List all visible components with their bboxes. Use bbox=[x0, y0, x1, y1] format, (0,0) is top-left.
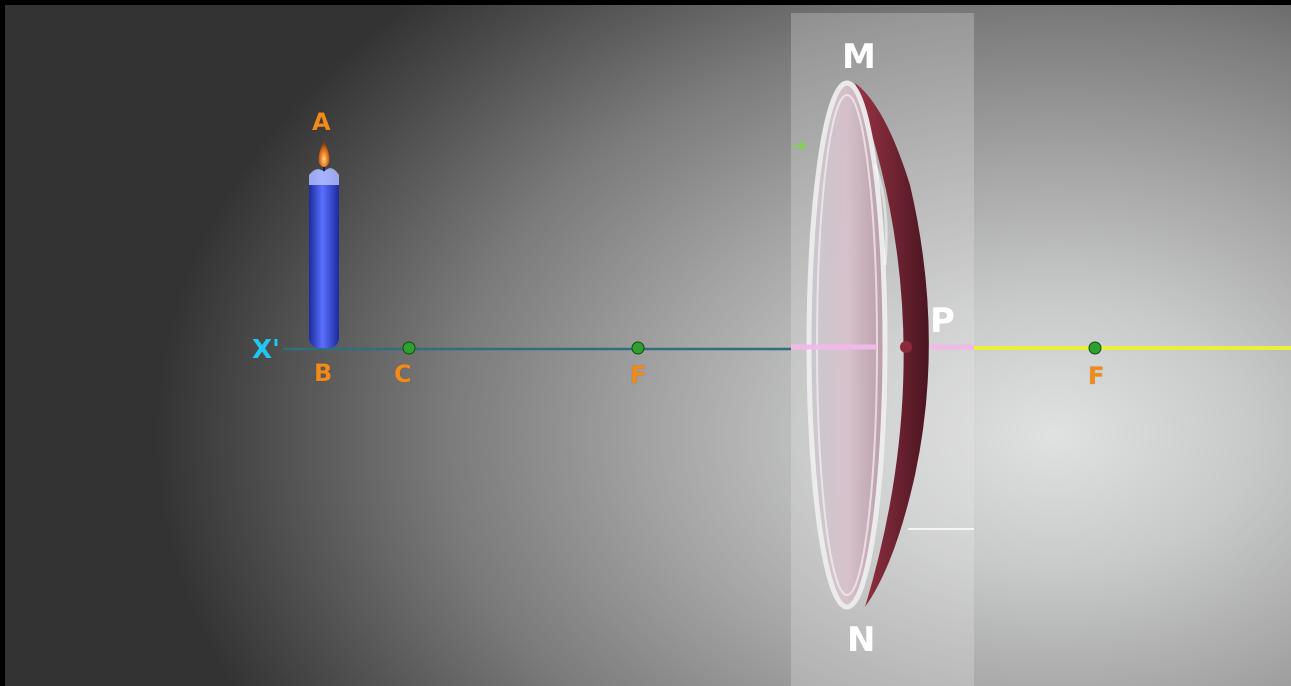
point-C bbox=[402, 341, 416, 355]
label-P: P bbox=[930, 301, 955, 341]
point-F-left bbox=[631, 341, 645, 355]
pole-point bbox=[900, 341, 912, 353]
optics-diagram: A B C F F X' M N P bbox=[5, 5, 1291, 686]
arrow-icon bbox=[793, 141, 807, 151]
label-X-prime: X' bbox=[252, 335, 281, 365]
label-B: B bbox=[314, 359, 333, 387]
label-F-left: F bbox=[630, 361, 647, 389]
label-F-right: F bbox=[1088, 362, 1105, 390]
point-F-right bbox=[1088, 341, 1102, 355]
candle-object bbox=[309, 141, 339, 348]
diagram-canvas bbox=[283, 80, 1291, 610]
label-A: A bbox=[312, 108, 331, 136]
label-N: N bbox=[847, 620, 876, 660]
label-C: C bbox=[394, 360, 412, 388]
label-M: M bbox=[842, 37, 876, 77]
flame-icon bbox=[318, 141, 330, 167]
